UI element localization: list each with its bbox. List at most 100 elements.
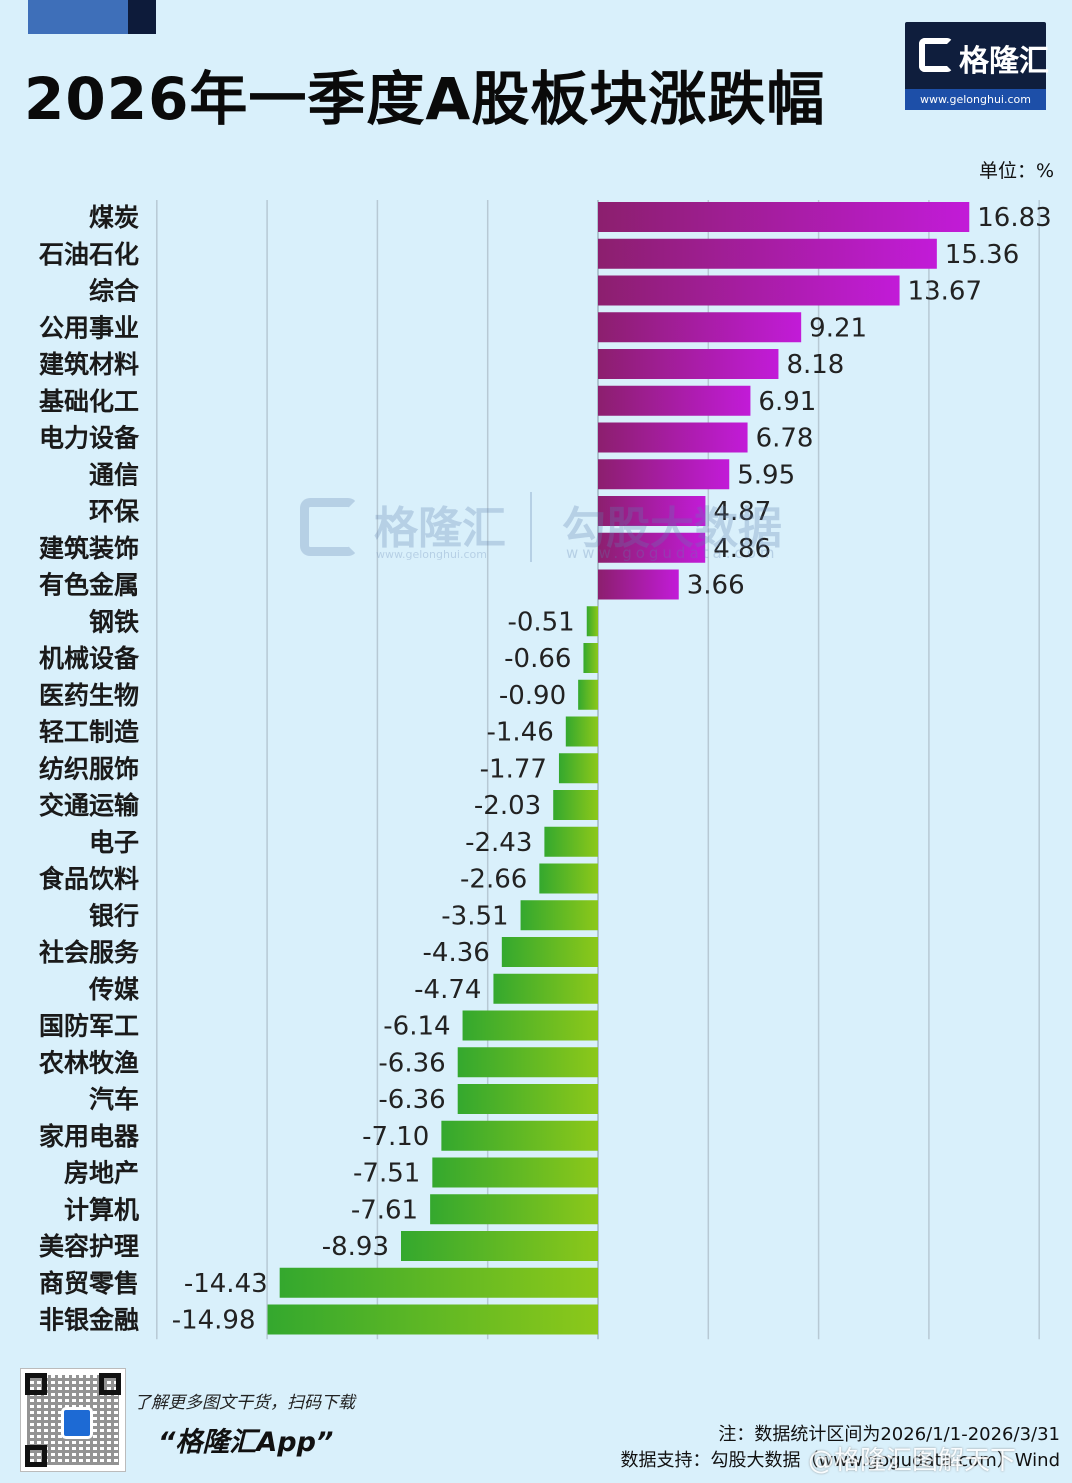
value-label: -14.98 (172, 1306, 256, 1336)
chart-title: 2026年一季度A股板块涨跌幅 (24, 65, 826, 133)
category-label: 钢铁 (89, 607, 139, 636)
value-label: -14.43 (184, 1269, 268, 1299)
category-label: 机械设备 (39, 644, 140, 673)
bar (520, 900, 598, 931)
category-label: 农林牧渔 (38, 1048, 139, 1077)
value-label: -2.43 (465, 828, 532, 858)
value-label: 5.95 (737, 460, 795, 490)
category-label: 家用电器 (39, 1122, 140, 1151)
value-label: -4.74 (414, 975, 481, 1005)
category-label: 建筑材料 (39, 350, 139, 379)
bar (457, 1047, 598, 1078)
bar (578, 679, 598, 710)
bar (598, 532, 706, 563)
category-label: 煤炭 (89, 203, 139, 232)
bar (598, 385, 751, 416)
value-label: -7.51 (353, 1159, 420, 1189)
value-label: -6.14 (383, 1012, 450, 1042)
value-label: 16.83 (977, 203, 1051, 233)
value-label: -0.51 (507, 607, 574, 637)
promo-text: 了解更多图文干货，扫码下载 (134, 1393, 355, 1413)
category-label: 国防军工 (39, 1012, 139, 1041)
bar (598, 569, 679, 600)
category-label: 商贸零售 (39, 1269, 139, 1298)
bar (441, 1120, 598, 1151)
category-label: 电力设备 (39, 424, 140, 453)
date-range-note: 注：数据统计区间为2026/1/1-2026/3/31 (718, 1424, 1060, 1445)
logo-url: www.gelonghui.com (905, 89, 1046, 110)
qr-finder (99, 1373, 121, 1395)
category-label: 医药生物 (39, 681, 139, 710)
category-label: 基础化工 (39, 387, 139, 416)
value-label: 4.87 (713, 497, 771, 527)
category-label: 社会服务 (39, 938, 139, 967)
value-label: 15.36 (945, 240, 1019, 270)
value-label: -6.36 (378, 1085, 445, 1115)
bar (401, 1231, 598, 1261)
value-label: 6.78 (756, 424, 814, 454)
category-label: 电子 (89, 828, 139, 857)
category-label: 交通运输 (39, 791, 140, 820)
value-label: -1.77 (480, 754, 547, 784)
category-label: 公用事业 (39, 313, 139, 342)
app-name: “格隆汇App” (158, 1427, 334, 1458)
value-label: -2.66 (460, 865, 527, 895)
bar (598, 459, 730, 490)
weibo-watermark: @格隆汇图解天下 (808, 1446, 1017, 1476)
category-label: 美容护理 (39, 1232, 139, 1261)
bar (432, 1157, 598, 1188)
category-label: 计算机 (64, 1195, 139, 1224)
brand-logo[interactable]: 格隆汇 www.gelonghui.com (905, 22, 1049, 110)
value-label: 6.91 (758, 387, 816, 417)
category-label: 建筑装饰 (39, 534, 139, 563)
bar (598, 496, 706, 526)
bar (539, 863, 598, 894)
category-label: 传媒 (88, 975, 140, 1004)
app-logo-icon (61, 1407, 93, 1439)
value-label: 3.66 (687, 571, 745, 601)
bar (565, 716, 598, 747)
category-label: 食品饮料 (39, 865, 139, 894)
bar (598, 422, 748, 453)
bar (553, 790, 598, 820)
category-label: 银行 (89, 901, 139, 930)
bar (457, 1084, 598, 1114)
qr-finder (25, 1373, 47, 1395)
value-label: 9.21 (809, 313, 867, 343)
value-label: -0.66 (504, 644, 571, 674)
qr-finder (25, 1445, 47, 1467)
bar (583, 643, 598, 673)
value-label: 13.67 (908, 277, 982, 307)
bar (544, 826, 598, 857)
bar (598, 238, 937, 269)
g-logo-icon (919, 38, 953, 72)
category-label: 汽车 (89, 1085, 139, 1114)
bar (493, 973, 598, 1004)
bar (267, 1304, 598, 1335)
bar (598, 275, 900, 306)
value-label: -8.93 (322, 1232, 389, 1262)
top-accent-bar (28, 0, 128, 34)
bar (430, 1194, 598, 1225)
data-source: 数据支持：勾股大数据（www.gogudata.com）Wind (620, 1450, 1060, 1471)
value-label: 8.18 (786, 350, 844, 380)
bar (586, 606, 598, 637)
category-label: 石油石化 (38, 240, 139, 269)
bar (598, 202, 970, 232)
qr-code[interactable] (20, 1368, 126, 1472)
category-label: 房地产 (64, 1159, 139, 1188)
value-label: -2.03 (474, 791, 541, 821)
category-label: 轻工制造 (39, 718, 139, 747)
value-label: -6.36 (378, 1048, 445, 1078)
category-label: 通信 (89, 460, 139, 489)
bar (462, 1010, 598, 1041)
bar (501, 937, 598, 967)
top-accent-bar-dark (128, 0, 156, 34)
category-label: 非银金融 (39, 1306, 139, 1335)
value-label: 4.86 (713, 534, 771, 564)
bar (598, 349, 779, 379)
bar (558, 753, 598, 784)
value-label: -7.61 (351, 1195, 418, 1225)
bar (598, 312, 802, 343)
